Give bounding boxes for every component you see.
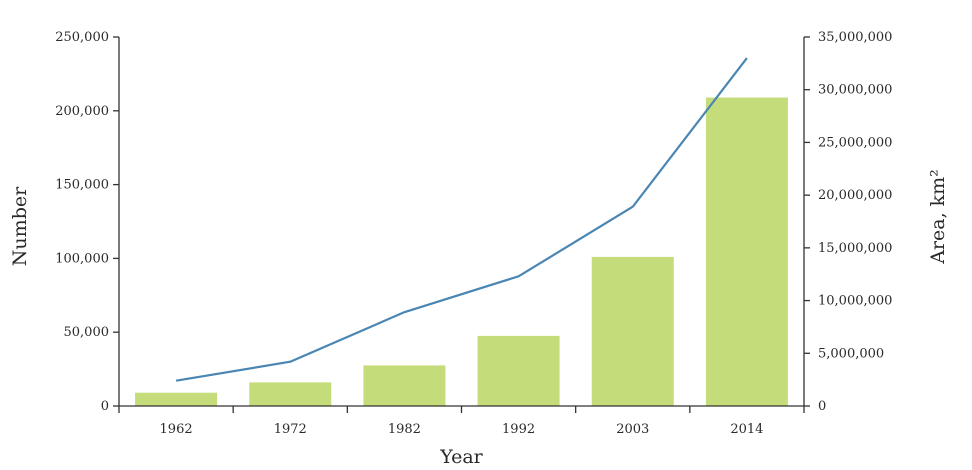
y-tick-label: 150,000 xyxy=(55,178,109,193)
y-axis-title: Number xyxy=(9,186,31,266)
axes xyxy=(113,37,810,413)
x-tick-label: 1982 xyxy=(388,422,421,437)
x-tick-label: 1962 xyxy=(160,422,193,437)
x-tick-label: 1972 xyxy=(274,422,307,437)
y2-tick-label: 0 xyxy=(818,399,826,414)
y2-tick-label: 5,000,000 xyxy=(818,346,884,361)
y2-tick-label: 20,000,000 xyxy=(818,188,892,203)
bar-1992 xyxy=(478,336,560,406)
y2-tick-label: 30,000,000 xyxy=(818,83,892,98)
y2-tick-label: 35,000,000 xyxy=(818,30,892,45)
y2-axis-title: Area, km² xyxy=(927,169,949,265)
y-tick-label: 200,000 xyxy=(55,104,109,119)
bar-2014 xyxy=(706,98,788,406)
x-tick-label: 1992 xyxy=(502,422,535,437)
bar-1962 xyxy=(135,393,217,406)
bar-1982 xyxy=(363,365,445,406)
y2-tick-label: 25,000,000 xyxy=(818,135,892,150)
x-tick-label: 2003 xyxy=(616,422,649,437)
bar-2003 xyxy=(592,257,674,406)
y2-tick-label: 15,000,000 xyxy=(818,241,892,256)
y-tick-label: 0 xyxy=(101,399,109,414)
x-tick-label: 2014 xyxy=(730,422,763,437)
y-tick-label: 250,000 xyxy=(55,30,109,45)
x-axis-title: Year xyxy=(439,446,483,465)
bar-series xyxy=(135,98,788,406)
y2-tick-label: 10,000,000 xyxy=(818,294,892,309)
y-tick-label: 50,000 xyxy=(64,325,110,340)
y-tick-label: 100,000 xyxy=(55,251,109,266)
bar-1972 xyxy=(249,382,331,406)
